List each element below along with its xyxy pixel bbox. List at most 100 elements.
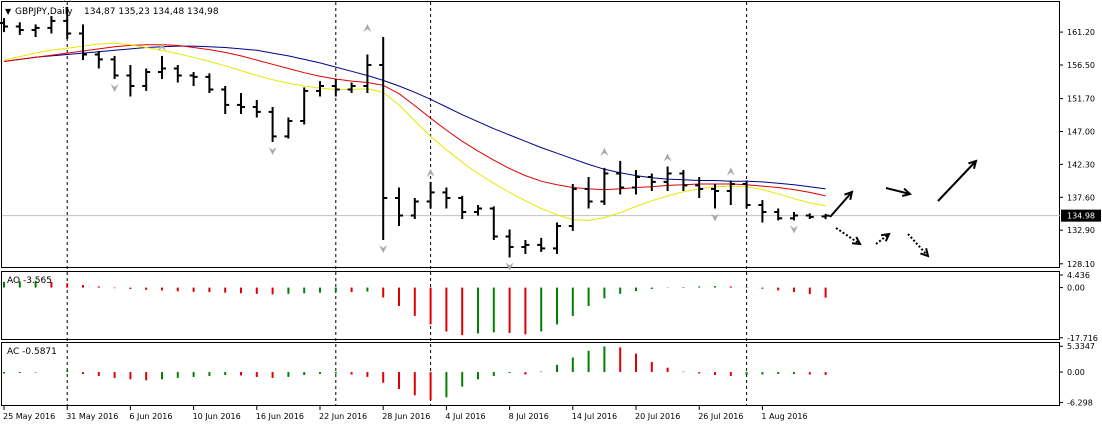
main-pane-frame xyxy=(1,1,1060,268)
ohlc-bar xyxy=(94,51,103,69)
forecast-arrow xyxy=(835,227,862,246)
time-axis-label: 8 Jul 2016 xyxy=(509,412,549,421)
ao-title: AO -3.565 xyxy=(7,276,52,286)
ao-axis-label: -17.716 xyxy=(1067,334,1098,343)
ohlc-bar xyxy=(537,237,546,252)
forecast-arrow-shaft xyxy=(829,191,853,218)
ac-axis-label: -6.298 xyxy=(1067,399,1093,408)
moving-averages xyxy=(3,42,826,221)
ac-histogram xyxy=(3,346,827,401)
forecast-arrow-shaft xyxy=(907,233,929,257)
ohlc-bar xyxy=(805,213,814,219)
ao-axis-label: 0.00 xyxy=(1067,284,1085,293)
symbol-timeframe: GBPJPY,Daily xyxy=(15,7,73,17)
fractal-up-marker xyxy=(726,167,735,176)
fractal-up-marker xyxy=(663,153,672,162)
price-axis-label: 128.10 xyxy=(1067,260,1095,269)
ohlc-bar xyxy=(221,86,230,114)
time-axis-label: 4 Jul 2016 xyxy=(445,412,485,421)
ohlc-bar xyxy=(568,184,577,231)
ohlc-bar xyxy=(616,160,625,195)
ohlc-bar xyxy=(331,79,340,97)
fractal-markers xyxy=(63,0,798,271)
forecast-arrows xyxy=(829,159,978,258)
time-axis-label: 20 Jul 2016 xyxy=(635,412,680,421)
ao-pane-frame xyxy=(1,271,1060,340)
ac-axis-label: 0.00 xyxy=(1067,368,1085,377)
ohlc-bar xyxy=(821,213,830,220)
ohlc-bar xyxy=(142,68,151,91)
time-axis-label: 10 Jun 2016 xyxy=(193,412,241,421)
ac-pane-frame xyxy=(1,342,1060,406)
price-axis-label: 161.20 xyxy=(1067,28,1095,37)
ohlc-bar xyxy=(584,177,593,209)
ohlc-bars xyxy=(0,6,830,258)
ohlc-bar xyxy=(252,100,261,118)
price-axis-label: 132.90 xyxy=(1067,226,1095,235)
ohlc-bar xyxy=(284,117,293,139)
forecast-arrow xyxy=(907,233,930,258)
fractal-down-marker xyxy=(505,262,514,271)
fractal-down-marker xyxy=(110,84,119,92)
fractal-up-marker xyxy=(363,24,372,32)
fractal-down-marker xyxy=(790,225,798,234)
price-axis-label: 147.00 xyxy=(1067,128,1095,137)
time-axis-label: 16 Jun 2016 xyxy=(256,412,304,421)
ohlc-bar xyxy=(679,170,688,191)
ohlc-bar xyxy=(268,107,277,142)
forecast-arrow-head xyxy=(851,236,862,246)
ohlc-bar xyxy=(711,184,719,209)
ohlc-bar xyxy=(505,229,514,258)
price-axis-label: 151.70 xyxy=(1067,95,1095,104)
forecast-arrow-shaft xyxy=(885,187,911,195)
ma-fast-line xyxy=(3,42,826,221)
time-axis-label: 31 May 2016 xyxy=(66,412,118,421)
fractal-up-marker xyxy=(426,168,435,177)
forecast-arrow xyxy=(875,232,891,245)
forecast-arrow-shaft xyxy=(835,227,861,245)
time-axis-label: 14 Jul 2016 xyxy=(572,412,617,421)
ohlc-bar xyxy=(489,206,498,240)
menu-chevron-icon[interactable]: ▼ xyxy=(5,7,12,16)
forecast-arrow-head xyxy=(968,159,978,169)
ohlc-bar xyxy=(158,55,166,79)
ohlc-bar xyxy=(663,166,672,191)
ac-title: AC -0.5871 xyxy=(7,347,57,357)
ohlc-bar xyxy=(63,6,72,40)
forecast-arrow-head xyxy=(880,232,891,242)
forecast-arrow-head xyxy=(902,187,913,197)
time-axis-label: 22 Jun 2016 xyxy=(319,412,367,421)
ohlc-bar xyxy=(426,181,435,209)
time-axis-label: 25 May 2016 xyxy=(3,412,55,421)
ac-axis-label: 5.3347 xyxy=(1067,342,1095,351)
ohlc-bar xyxy=(458,195,467,219)
ohlc-bar xyxy=(790,212,798,221)
ohlc-bar xyxy=(205,73,214,93)
forecast-arrow xyxy=(829,190,854,218)
forecast-arrow xyxy=(885,187,913,197)
current-price-label: 134.98 xyxy=(1067,212,1095,221)
ohlc-bar xyxy=(742,180,751,209)
ohlc-bar xyxy=(474,205,482,216)
ohlc-bar xyxy=(173,65,182,83)
ohlc-bar xyxy=(410,198,419,219)
current-price-tag xyxy=(1061,209,1101,222)
period-separators xyxy=(2,2,1060,406)
ohlc-bar xyxy=(758,200,767,223)
time-axis-label: 28 Jun 2016 xyxy=(382,412,430,421)
ohlc-bar xyxy=(0,18,8,33)
ohlc-bar xyxy=(237,93,245,114)
ao-histogram xyxy=(3,280,827,336)
ohlc-bar xyxy=(31,24,40,37)
time-axis-label: 1 Aug 2016 xyxy=(761,412,807,421)
fractal-down-marker xyxy=(711,213,719,222)
price-axis-label: 156.50 xyxy=(1067,61,1095,70)
fractal-down-marker xyxy=(379,245,388,253)
price-axis-label: 142.30 xyxy=(1067,160,1095,169)
ohlc-bar xyxy=(379,37,388,240)
ohlc-bar xyxy=(600,167,609,205)
forecast-arrow-shaft xyxy=(937,160,977,202)
fractal-up-marker xyxy=(158,42,166,51)
